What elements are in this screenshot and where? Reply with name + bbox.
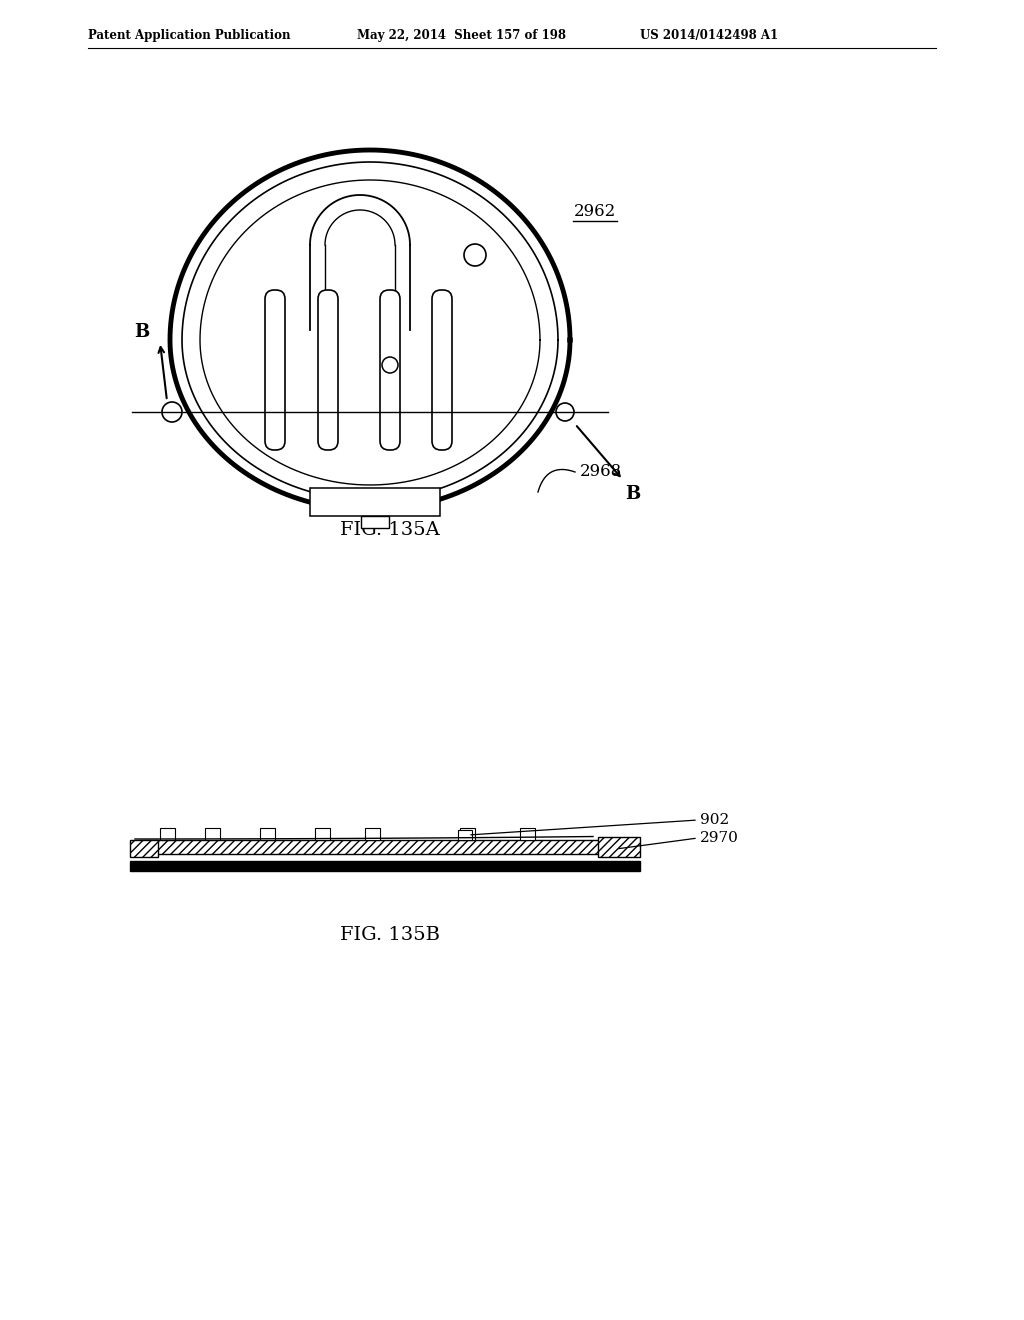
Bar	[160, 828, 175, 840]
Bar	[365, 828, 380, 840]
Bar	[315, 828, 330, 840]
Bar	[260, 828, 275, 840]
Text: 2962: 2962	[573, 203, 616, 220]
Text: FIG. 135B: FIG. 135B	[340, 927, 440, 944]
Text: 2970: 2970	[700, 832, 739, 845]
FancyBboxPatch shape	[318, 290, 338, 450]
Bar	[140, 840, 630, 854]
Bar	[460, 828, 475, 840]
Text: 902: 902	[700, 813, 729, 828]
Bar	[205, 828, 220, 840]
FancyBboxPatch shape	[265, 290, 285, 450]
Text: May 22, 2014  Sheet 157 of 198: May 22, 2014 Sheet 157 of 198	[357, 29, 566, 41]
FancyBboxPatch shape	[380, 290, 400, 450]
Bar	[130, 840, 158, 857]
Text: US 2014/0142498 A1: US 2014/0142498 A1	[640, 29, 778, 41]
Bar	[361, 516, 389, 528]
Text: Patent Application Publication: Patent Application Publication	[88, 29, 291, 41]
Text: FIG. 135A: FIG. 135A	[340, 521, 440, 539]
Bar	[598, 837, 640, 857]
Bar	[520, 828, 535, 840]
Text: B: B	[626, 484, 641, 503]
Bar	[458, 830, 472, 840]
Polygon shape	[170, 150, 570, 510]
Text: 2968: 2968	[580, 463, 623, 480]
Bar	[310, 488, 440, 516]
Bar	[130, 861, 640, 871]
Text: B: B	[134, 323, 150, 341]
FancyBboxPatch shape	[432, 290, 452, 450]
